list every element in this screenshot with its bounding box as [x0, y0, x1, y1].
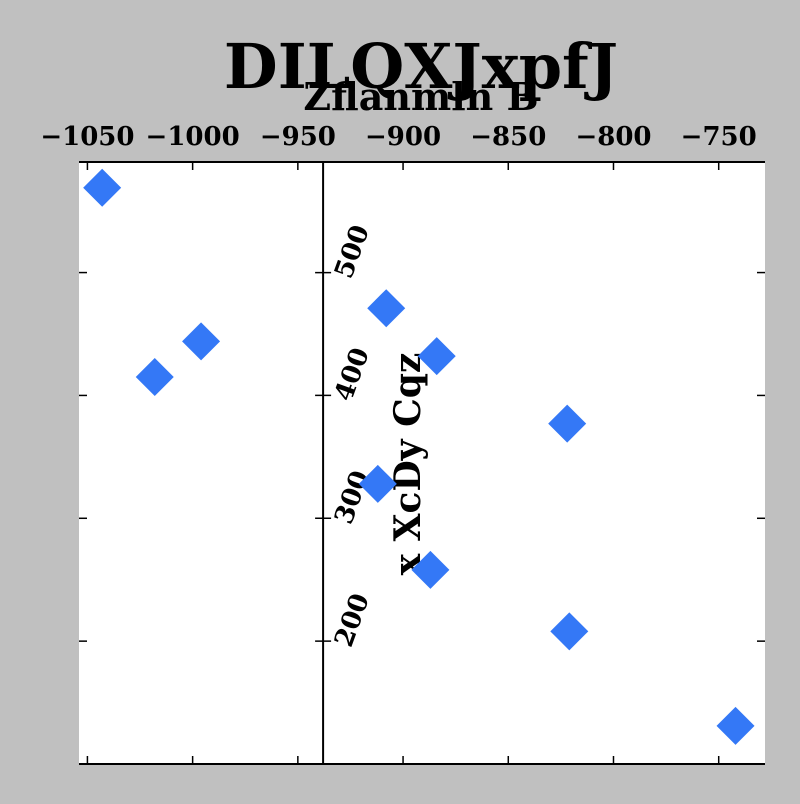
x-tick-label: −950 [260, 122, 336, 152]
data-point [548, 404, 587, 443]
x-tick-label: −1050 [40, 122, 134, 152]
x-tick-label: −850 [470, 122, 546, 152]
data-point [550, 612, 589, 651]
data-point [417, 337, 456, 376]
data-point [182, 322, 221, 361]
data-point [411, 550, 450, 589]
x-tick-label: −1000 [146, 122, 240, 152]
x-tick-label: −900 [365, 122, 441, 152]
data-point [367, 289, 406, 328]
chart-title: DILQXJxpfJ [224, 30, 618, 103]
x-axis-label: Zflanmln B [303, 74, 538, 119]
x-tick-label: −800 [575, 122, 651, 152]
data-point [83, 168, 122, 207]
y-axis-label: x XcDy Cqz [387, 353, 429, 576]
x-axis-ticks: −1050 −1000 −950 −900 −850 −800 −750 [40, 122, 757, 764]
data-points [83, 168, 755, 745]
x-tick-label: −750 [681, 122, 757, 152]
data-point [358, 464, 397, 503]
data-point [716, 706, 755, 745]
plot-area [79, 162, 765, 764]
data-point [135, 358, 174, 396]
